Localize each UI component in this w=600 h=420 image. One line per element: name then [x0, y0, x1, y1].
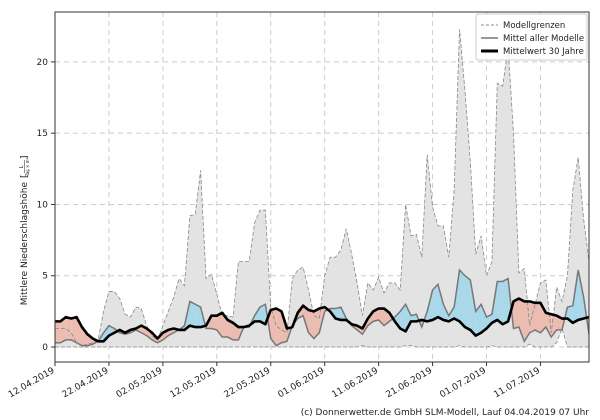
above-normal-fill	[475, 304, 482, 336]
plot-frame	[54, 11, 590, 363]
below-normal-fill	[146, 328, 153, 340]
above-normal-fill	[405, 304, 411, 332]
below-normal-fill	[545, 312, 552, 338]
below-normal-fill	[65, 317, 72, 340]
above-normal-fill	[432, 284, 438, 320]
y-tick-label: 10	[37, 200, 49, 210]
below-normal-fill	[524, 301, 530, 342]
x-tick-label: 22.05.2019	[223, 366, 273, 401]
below-normal-fill	[303, 305, 309, 333]
below-normal-fill	[270, 308, 277, 346]
legend-label-range: Modellgrenzen	[503, 21, 565, 31]
above-normal-fill	[335, 307, 341, 320]
x-tick-label: 21.06.2019	[384, 366, 434, 401]
footer-credit: (c) Donnerwetter.de GmbH SLM-Modell, Lau…	[301, 408, 590, 418]
y-tick-label: 15	[37, 129, 48, 139]
x-tick-label: 01.06.2019	[277, 366, 327, 401]
above-normal-fill	[481, 304, 487, 333]
below-normal-fill	[211, 315, 217, 330]
below-normal-fill	[76, 317, 82, 346]
above-normal-fill	[578, 270, 584, 320]
y-tick-label: 0	[42, 343, 48, 353]
model-max-line	[55, 29, 590, 347]
above-normal-fill	[189, 301, 196, 328]
above-normal-fill	[103, 325, 109, 342]
legend-label-mean: Mittel aller Modelle	[503, 34, 584, 44]
above-normal-fill	[486, 314, 492, 329]
y-axis-title: Mittlere Niederschlagshöhe	[20, 182, 30, 306]
model-min-line	[55, 327, 589, 348]
y-unit-numerator: L	[19, 165, 25, 168]
y-unit-denominator: Tag × m²	[25, 158, 30, 178]
x-tick-label: 02.05.2019	[115, 366, 165, 401]
above-normal-fill	[437, 284, 444, 320]
below-normal-fill	[227, 319, 233, 340]
legend-box	[475, 13, 588, 61]
below-normal-fill	[71, 317, 77, 343]
y-unit-bracket-close: ]	[20, 155, 30, 159]
x-tick-label: 12.04.2019	[7, 366, 57, 401]
y-unit-bracket-open: [	[20, 174, 30, 178]
below-normal-fill	[81, 327, 88, 346]
above-normal-fill	[259, 304, 266, 325]
x-tick-label: 11.07.2019	[492, 366, 542, 401]
below-normal-fill	[55, 321, 61, 343]
y-tick-label: 5	[42, 272, 48, 282]
model-range-fill	[55, 29, 589, 348]
below-normal-fill	[60, 317, 66, 343]
above-normal-fill	[394, 311, 401, 329]
above-normal-fill	[254, 307, 260, 322]
above-normal-fill	[470, 280, 476, 336]
x-tick-label: 12.05.2019	[169, 366, 219, 401]
below-normal-fill	[535, 302, 541, 333]
above-normal-fill	[400, 304, 406, 332]
x-tick-label: 01.07.2019	[438, 366, 488, 401]
climate-mean-line	[55, 297, 590, 343]
legend-label-clim: Mittelwert 30 Jahre	[503, 47, 584, 57]
above-normal-fill	[502, 278, 509, 325]
below-normal-fill	[308, 309, 314, 339]
above-normal-fill	[195, 304, 201, 328]
x-tick-label: 11.06.2019	[331, 366, 381, 401]
above-normal-fill	[497, 281, 503, 325]
above-normal-fill	[459, 270, 465, 328]
series-lines	[55, 29, 590, 348]
legend: Modellgrenzen Mittel aller Modelle Mitte…	[475, 13, 588, 61]
below-normal-fill	[378, 308, 385, 326]
below-normal-fill	[513, 298, 519, 329]
model-mean-line	[55, 268, 590, 347]
x-tick-label: 22.04.2019	[61, 366, 111, 401]
below-normal-fill	[276, 308, 282, 346]
above-normal-fill	[464, 275, 471, 330]
below-normal-fill	[529, 301, 536, 333]
y-axis-label: Mittlere Niederschlagshöhe [ L Tag × m² …	[19, 155, 30, 305]
y-tick-label: 20	[37, 58, 49, 68]
